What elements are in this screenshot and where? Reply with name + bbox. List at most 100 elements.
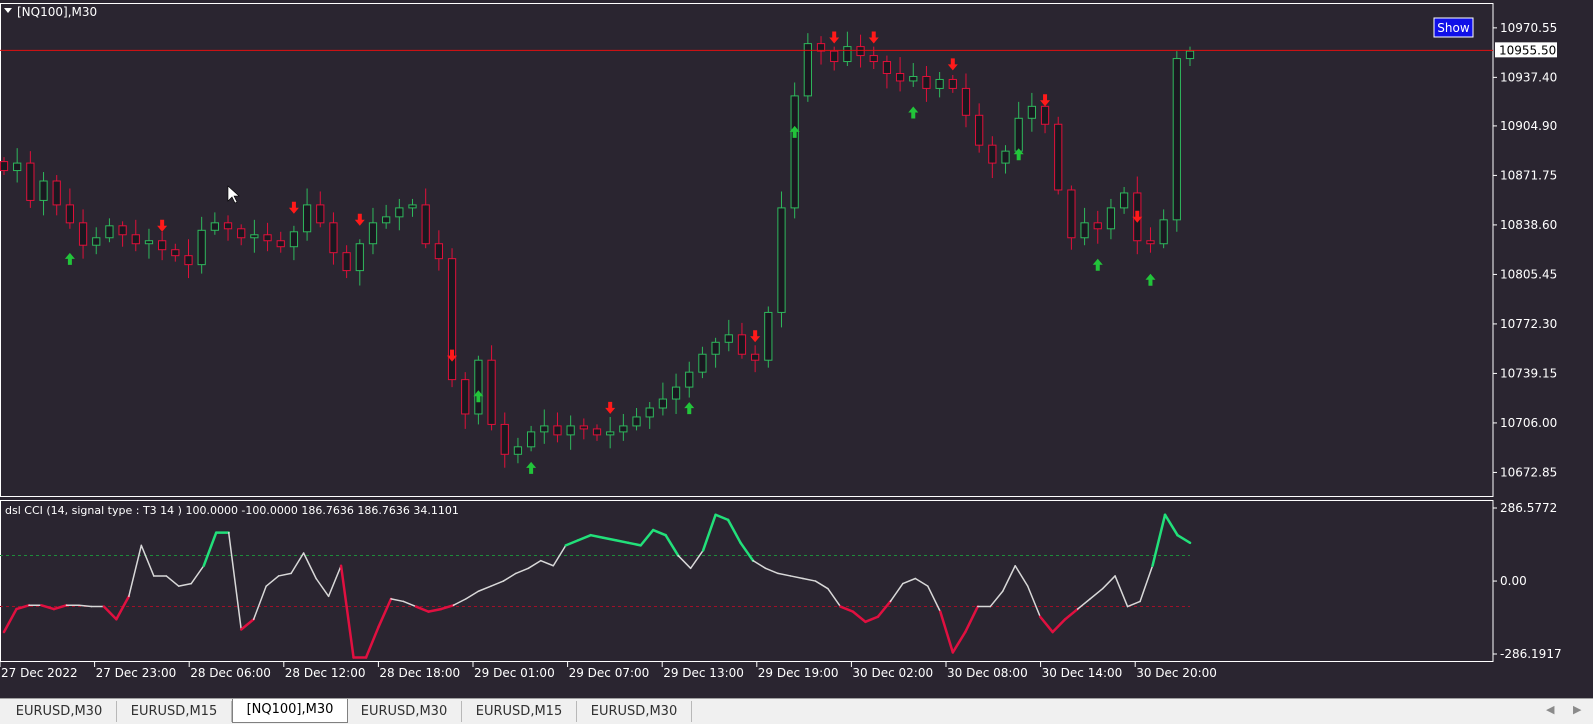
cci-line-segment [1163, 513, 1179, 537]
candle-body [856, 46, 865, 57]
candle-body [474, 359, 483, 415]
candle-body [619, 425, 628, 433]
cci-line-segment [1026, 585, 1041, 618]
cci-line-segment [1114, 575, 1129, 608]
candle-body [78, 222, 88, 246]
price-axis-label: 10772.30 [1500, 317, 1557, 331]
tab-nq100-m30[interactable]: [NQ100],M30 [232, 699, 348, 723]
cci-line-segment [490, 580, 505, 587]
candle-body [158, 240, 167, 251]
cci-axis-label: -286.1917 [1500, 647, 1562, 661]
cci-line-segment [115, 595, 131, 621]
cci-line-segment [178, 582, 193, 587]
candle-body [263, 234, 272, 242]
cci-line-segment [239, 618, 255, 631]
candle-body [302, 204, 312, 233]
cci-line-segment [78, 604, 93, 608]
candle-body [948, 78, 957, 89]
cci-line-segment [1014, 565, 1029, 587]
candle-body [1001, 150, 1010, 164]
show-button-label: Show [1437, 21, 1470, 35]
sell-arrow-icon [750, 330, 761, 343]
tab-eurusd-m15[interactable]: EURUSD,M15 [117, 701, 232, 722]
cci-line-segment [302, 552, 317, 580]
candle-body [461, 379, 470, 415]
cci-line-segment [1001, 565, 1016, 592]
candle-body [0, 161, 9, 172]
candle-body [592, 428, 602, 436]
cci-line-segment [277, 572, 292, 577]
tab-scroll-right-icon[interactable]: ▶ [1573, 703, 1582, 716]
cci-line-segment [951, 630, 967, 654]
price-axis-label: 10672.85 [1500, 465, 1557, 479]
trading-chart[interactable]: 10970.55 10937.40 10904.90 10871.75 10838.60… [0, 0, 1593, 698]
candle-body [447, 258, 457, 381]
candle-body [118, 225, 127, 236]
cci-line-segment [689, 549, 704, 570]
cci-line-segment [102, 605, 118, 621]
candle-body [658, 398, 668, 409]
candle-body [131, 234, 140, 245]
cci-line-segment [540, 559, 555, 567]
time-axis-label: 28 Dec 12:00 [285, 666, 366, 680]
tab-eurusd-m30-2[interactable]: EURUSD,M30 [347, 701, 462, 722]
cci-line-segment [564, 539, 580, 547]
cci-line-segment [465, 590, 480, 600]
cci-line-segment [427, 607, 443, 613]
candle-body [382, 216, 391, 224]
cci-line-segment [889, 582, 904, 603]
sell-arrow-icon [868, 31, 879, 44]
candle-body [711, 341, 720, 355]
show-button[interactable] [1433, 17, 1474, 38]
candle-body [52, 180, 61, 206]
candle-body [751, 353, 760, 361]
cci-line-segment [1176, 533, 1192, 545]
candle-body [882, 61, 892, 74]
candle-body [13, 162, 22, 172]
cci-line-segment [639, 528, 655, 547]
cci-line-segment [364, 625, 380, 659]
time-axis-label: 30 Dec 14:00 [1042, 666, 1123, 680]
candle-body [1067, 189, 1076, 239]
cci-line-segment [1089, 587, 1104, 600]
cci-line-segment [439, 604, 455, 611]
cci-line-segment [876, 600, 892, 618]
tab-eurusd-m30-3[interactable]: EURUSD,M30 [577, 701, 692, 722]
price-axis-label: 10970.55 [1500, 21, 1557, 35]
current-price-box [1495, 42, 1557, 58]
cci-line-segment [764, 567, 779, 575]
candle-body [92, 237, 101, 246]
candle-body [237, 228, 246, 239]
tab-eurusd-m15-2[interactable]: EURUSD,M15 [462, 701, 577, 722]
cci-line-segment [52, 604, 68, 611]
candle-body [434, 243, 443, 260]
cci-line-segment [589, 533, 605, 539]
candle-body [65, 204, 75, 224]
cci-line-segment [1038, 615, 1054, 634]
cci-line-segment [552, 544, 567, 567]
candle-body [698, 353, 707, 373]
tab-scroll-left-icon[interactable]: ◀ [1546, 703, 1555, 716]
time-axis-label: 28 Dec 06:00 [190, 666, 271, 680]
candle-body [526, 431, 536, 448]
collapse-triangle-icon[interactable] [4, 8, 12, 13]
cci-line-segment [726, 518, 742, 545]
cci-line-segment [601, 536, 617, 542]
cci-line-segment [989, 590, 1004, 608]
candle-body [909, 75, 918, 82]
candle-body [1119, 192, 1129, 209]
candle-body [316, 204, 325, 224]
candle-body [961, 87, 971, 116]
candle-body [816, 43, 826, 52]
price-axis-label: 10937.40 [1500, 70, 1557, 84]
indicator-title: dsl CCI (14, signal type : T3 14 ) 100.0… [5, 504, 459, 517]
cci-line-segment [252, 585, 267, 621]
candle-body [895, 72, 905, 82]
candle-body [513, 446, 523, 455]
cci-line-segment [40, 604, 56, 611]
cci-line-segment [914, 577, 929, 587]
candle-body [671, 386, 681, 400]
tab-eurusd-m30[interactable]: EURUSD,M30 [2, 701, 117, 722]
candle-body [487, 359, 496, 425]
cci-line-segment [515, 567, 530, 575]
